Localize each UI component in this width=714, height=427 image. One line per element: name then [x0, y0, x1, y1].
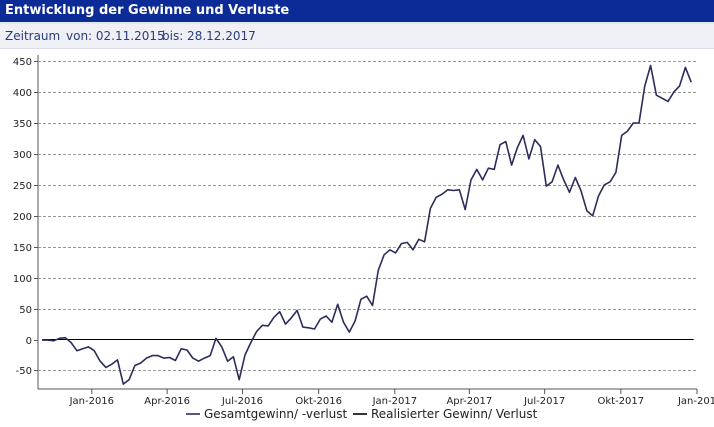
- range-to: bis: 28.12.2017: [162, 29, 256, 43]
- legend-label: Realisierter Gewinn/ Verlust: [371, 407, 538, 421]
- range-label: Zeitraum: [5, 29, 61, 43]
- y-tick-label: 400: [13, 88, 32, 99]
- y-tick-label: 350: [13, 119, 32, 130]
- x-tick-label: Jan-2017: [372, 396, 417, 407]
- y-tick-label: 50: [19, 305, 32, 316]
- y-tick-label: 0: [26, 336, 32, 347]
- chart-title: Entwicklung der Gewinne und Verluste: [5, 3, 290, 18]
- legend-label: Gesamtgewinn/ -verlust: [204, 407, 348, 421]
- grid-lines: [37, 55, 697, 390]
- chart-title-bar: Entwicklung der Gewinne und Verluste: [0, 0, 714, 24]
- y-tick-label: 250: [13, 181, 32, 192]
- legend: Gesamtgewinn/ -verlust Realisierter Gewin…: [186, 407, 538, 421]
- y-axis-ticks: -50 0 50 100 150 200 250 300 350 400 450: [13, 57, 38, 377]
- y-tick-label: 150: [13, 243, 32, 254]
- date-range-bar: Zeitraum von: 02.11.2015 bis: 28.12.2017: [0, 24, 714, 49]
- x-tick-label: Apr-2017: [446, 396, 492, 407]
- x-tick-label: Apr-2016: [144, 396, 190, 407]
- y-tick-label: 300: [13, 150, 32, 161]
- y-tick-label: 450: [13, 57, 32, 68]
- y-tick-label: 200: [13, 212, 32, 223]
- x-tick-label: Jan-201: [677, 396, 714, 407]
- x-axis-ticks: Jan-2016 Apr-2016 Jul-2016 Okt-2016 Jan-2017…: [69, 389, 714, 407]
- x-tick-label: Jul-2016: [221, 396, 263, 407]
- series-gesamt-line: [42, 64, 692, 385]
- x-tick-label: Jul-2017: [523, 396, 565, 407]
- x-tick-label: Okt-2016: [295, 396, 342, 407]
- y-tick-label: 100: [13, 274, 32, 285]
- x-tick-label: Okt-2017: [598, 396, 645, 407]
- y-tick-label: -50: [16, 366, 32, 377]
- range-from: von: 02.11.2015: [66, 29, 165, 43]
- x-tick-label: Jan-2016: [69, 396, 114, 407]
- series-lines: [42, 64, 694, 385]
